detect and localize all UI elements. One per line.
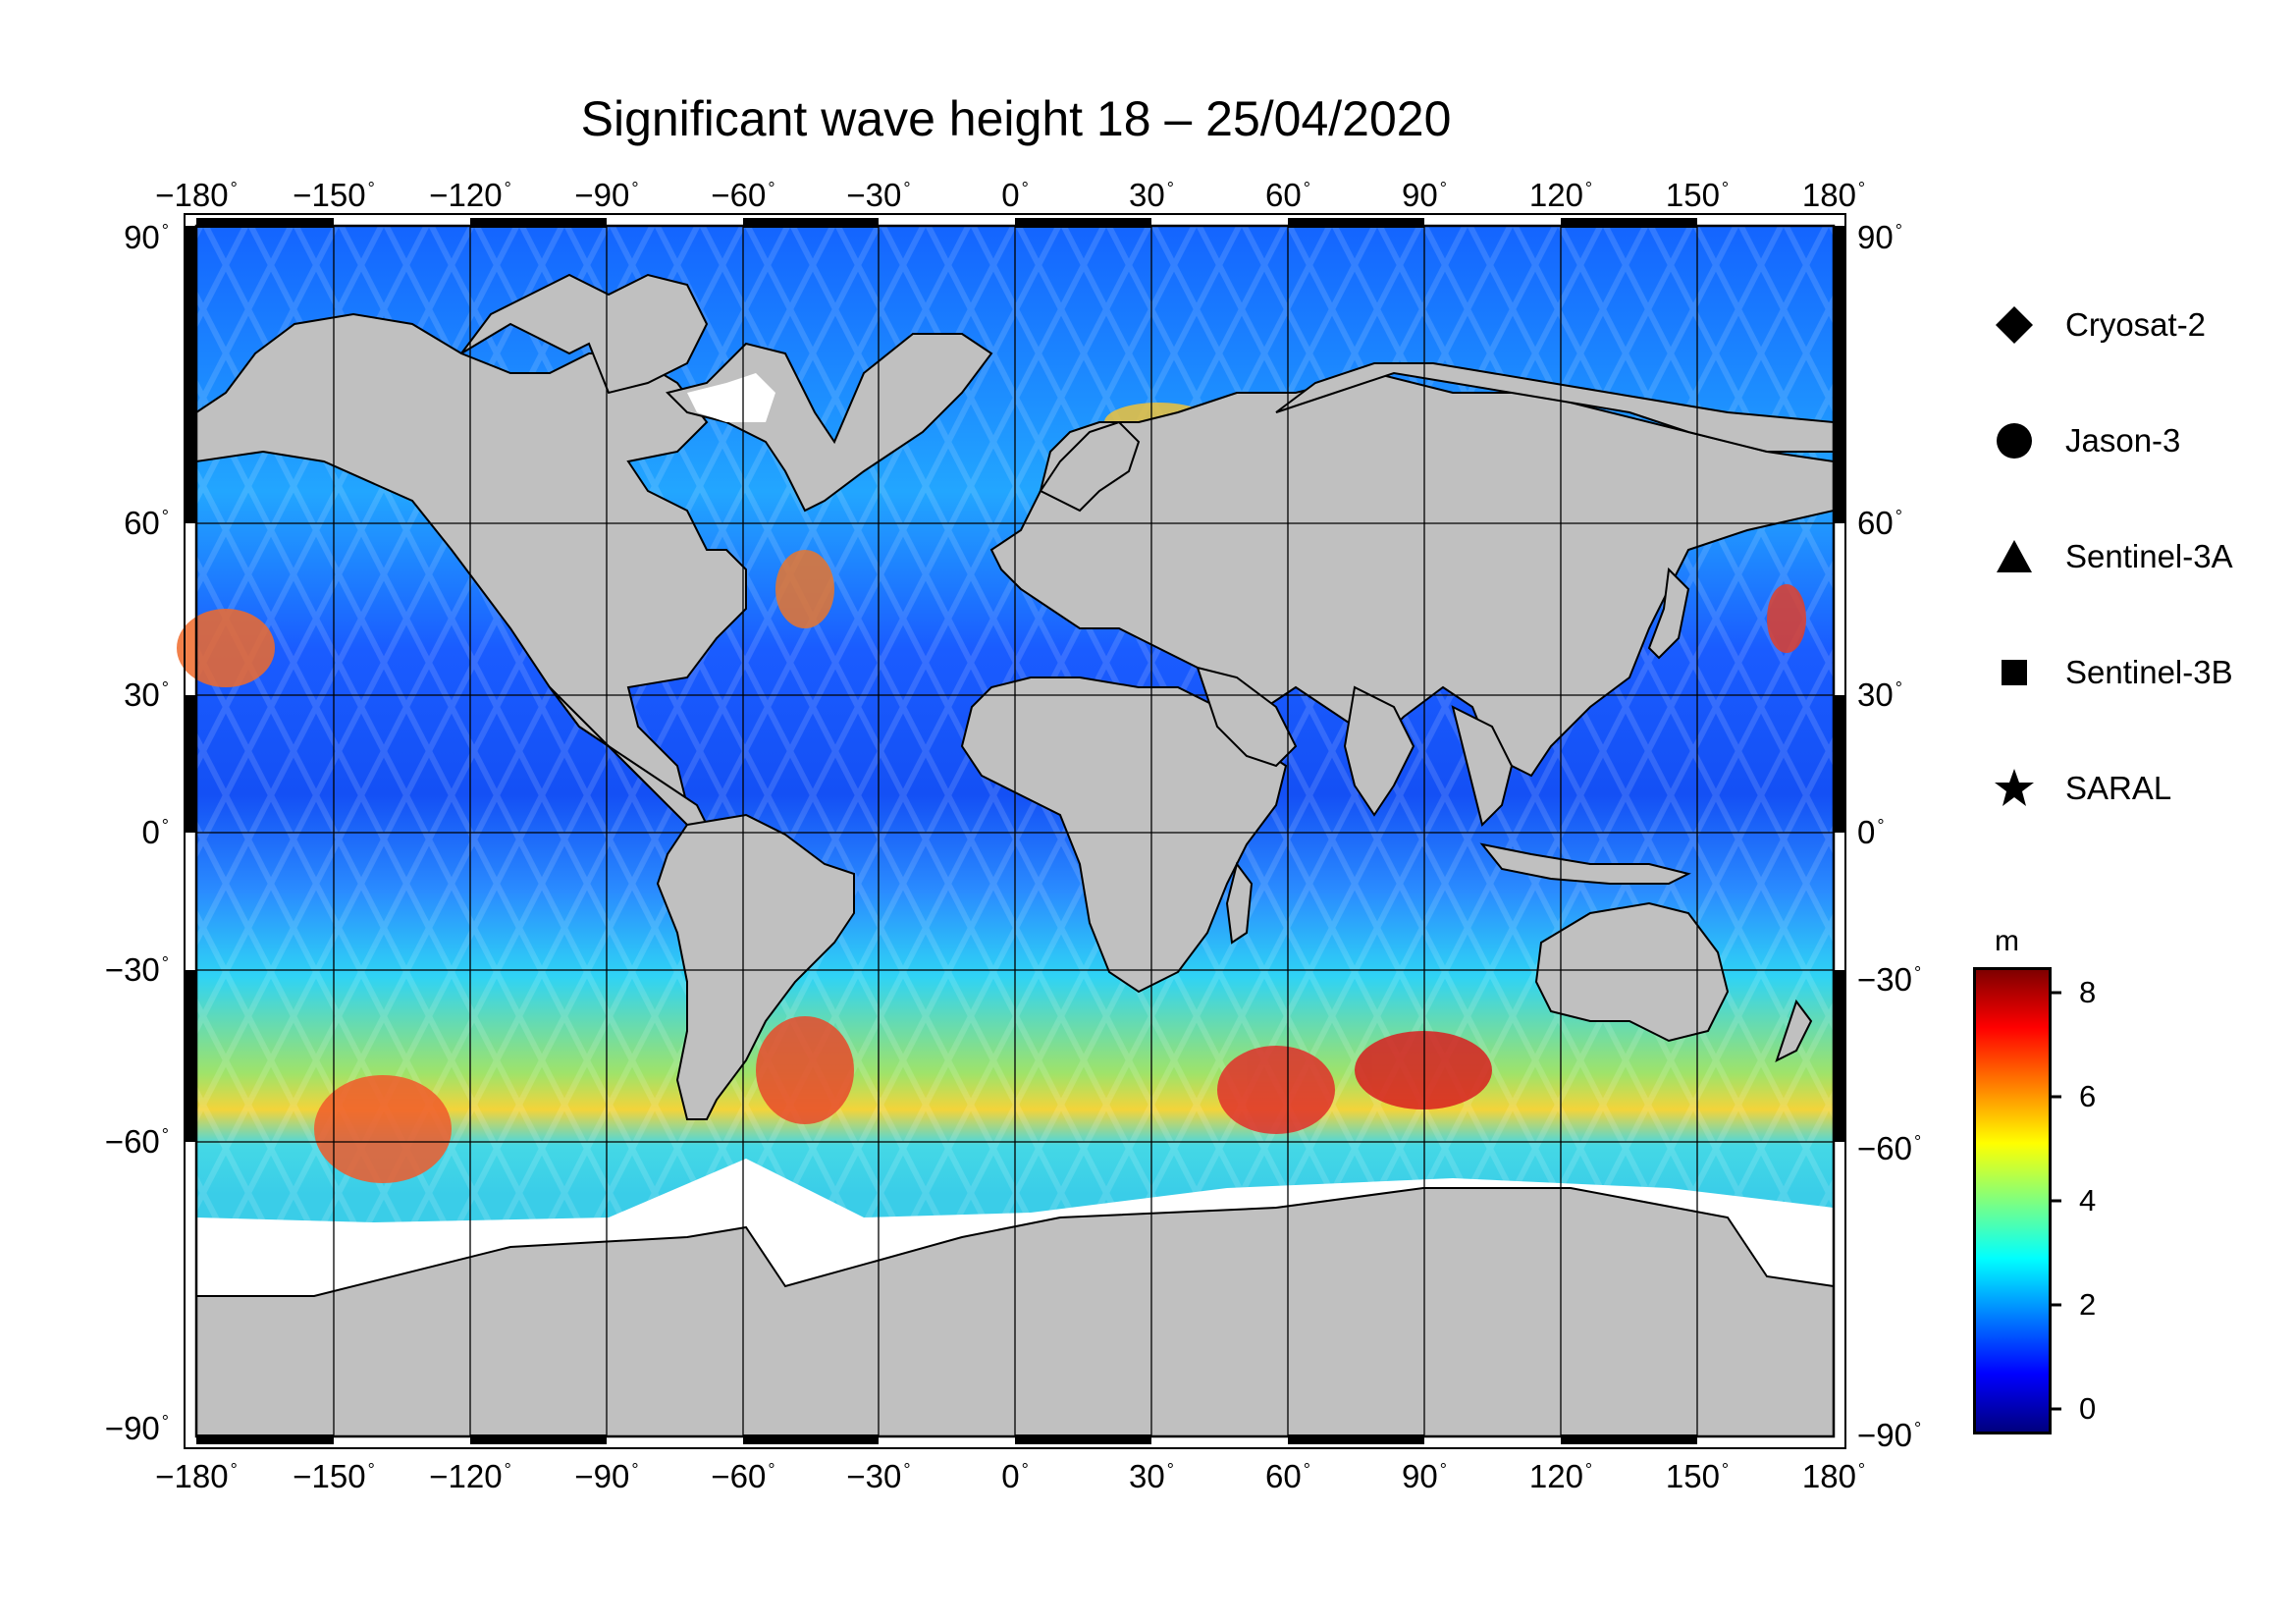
lon-tick-bottom: 120 °: [1528, 1458, 1593, 1494]
land-southeast-asia: [1451, 705, 1514, 827]
legend-label: Jason-3: [2065, 422, 2181, 459]
lon-tick-top: 120 °: [1528, 177, 1593, 213]
lon-tick-bottom: −150 °: [293, 1458, 375, 1494]
legend-item-sentinel-3a: Sentinel-3A: [1993, 532, 2233, 581]
lat-tick-left: 90 °: [124, 219, 169, 255]
lon-tick-bottom: 30 °: [1129, 1458, 1174, 1494]
diamond-icon: [1996, 306, 2033, 344]
circle-icon: [1997, 423, 2032, 459]
colorbar-tick-mark: [2052, 1407, 2061, 1411]
lon-tick-bottom: 180 °: [1801, 1458, 1866, 1494]
lat-tick-right: −90 °: [1857, 1417, 1922, 1453]
land-madagascar: [1225, 861, 1254, 945]
lon-tick-bottom: −60 °: [711, 1458, 775, 1494]
lon-tick-bottom: 60 °: [1265, 1458, 1310, 1494]
lon-tick-top: 0 °: [1001, 177, 1029, 213]
land-australia: [1534, 901, 1730, 1043]
colorbar-tick-mark: [2052, 1303, 2061, 1307]
lon-tick-top: 180 °: [1801, 177, 1866, 213]
legend-label: SARAL: [2065, 770, 2172, 806]
legend-label: Cryosat-2: [2065, 306, 2207, 343]
colorbar-tick-mark: [2052, 991, 2061, 995]
colorbar-unit: m: [1995, 925, 2019, 957]
lon-tick-bottom: −90 °: [574, 1458, 639, 1494]
lat-tick-left: 60 °: [124, 505, 169, 541]
land-india: [1343, 685, 1415, 817]
lat-tick-right: −60 °: [1857, 1130, 1922, 1166]
graticule: [196, 226, 1834, 1436]
colorbar: [1973, 967, 2052, 1434]
lon-tick-bottom: −120 °: [429, 1458, 511, 1494]
map-frame: [184, 213, 1846, 1449]
legend-label: Sentinel-3A: [2065, 538, 2233, 574]
chart-title: Significant wave height 18 – 25/04/2020: [580, 91, 1452, 146]
legend-item-sentinel-3b: Sentinel-3B: [1993, 648, 2233, 697]
lon-tick-top: −150 °: [293, 177, 375, 213]
lon-tick-top: −180 °: [155, 177, 238, 213]
lat-tick-right: −30 °: [1857, 961, 1922, 998]
colorbar-tick-mark: [2052, 1095, 2061, 1099]
land-south-america: [656, 813, 855, 1120]
greenland-ice: [687, 373, 775, 422]
lon-tick-top: 150 °: [1665, 177, 1730, 213]
land-central-america: [549, 686, 709, 826]
land-canadian-arctic: [460, 273, 709, 395]
lat-tick-right: 60 °: [1857, 505, 1902, 541]
lon-tick-bottom: −30 °: [846, 1458, 911, 1494]
lat-tick-right: 30 °: [1857, 676, 1902, 713]
lon-tick-top: 30 °: [1129, 177, 1174, 213]
star-icon: [1995, 769, 2034, 806]
land-japan: [1647, 567, 1690, 660]
lon-tick-top: −60 °: [711, 177, 775, 213]
land-scandinavia: [1039, 420, 1141, 513]
lon-tick-top: 90 °: [1402, 177, 1447, 213]
lon-tick-bottom: 150 °: [1665, 1458, 1730, 1494]
lat-tick-right: 90 °: [1857, 219, 1902, 255]
legend-item-jason-3: Jason-3: [1993, 416, 2180, 465]
lat-tick-right: 0 °: [1857, 814, 1885, 850]
lon-tick-bottom: 90 °: [1402, 1458, 1447, 1494]
lat-tick-left: 30 °: [124, 676, 169, 713]
lon-tick-top: −90 °: [574, 177, 639, 213]
legend-item-cryosat-2: Cryosat-2: [1993, 300, 2206, 350]
legend-label: Sentinel-3B: [2065, 654, 2233, 690]
lon-tick-top: −30 °: [846, 177, 911, 213]
lon-tick-bottom: 0 °: [1001, 1458, 1029, 1494]
lat-tick-left: −30 °: [104, 951, 169, 988]
colorbar-tick-label: 4: [2079, 1183, 2097, 1217]
lat-tick-left: −90 °: [104, 1410, 169, 1446]
legend-item-saral: SARAL: [1993, 764, 2171, 813]
lat-tick-left: 0 °: [141, 814, 169, 850]
colorbar-tick-label: 6: [2079, 1079, 2097, 1114]
colorbar-tick-label: 2: [2079, 1286, 2097, 1322]
colorbar-tick-mark: [2052, 1199, 2061, 1203]
land-arabia: [1196, 666, 1298, 768]
triangle-icon: [1997, 540, 2032, 572]
lon-tick-top: 60 °: [1265, 177, 1310, 213]
lon-tick-top: −120 °: [429, 177, 511, 213]
land-africa: [960, 676, 1288, 994]
colorbar-tick-label: 8: [2079, 975, 2097, 1010]
land-new-zealand: [1775, 999, 1813, 1062]
lon-tick-bottom: −180 °: [155, 1458, 238, 1494]
lat-tick-left: −60 °: [104, 1123, 169, 1160]
colorbar-tick-label: 0: [2079, 1390, 2097, 1426]
square-icon: [2002, 660, 2027, 685]
